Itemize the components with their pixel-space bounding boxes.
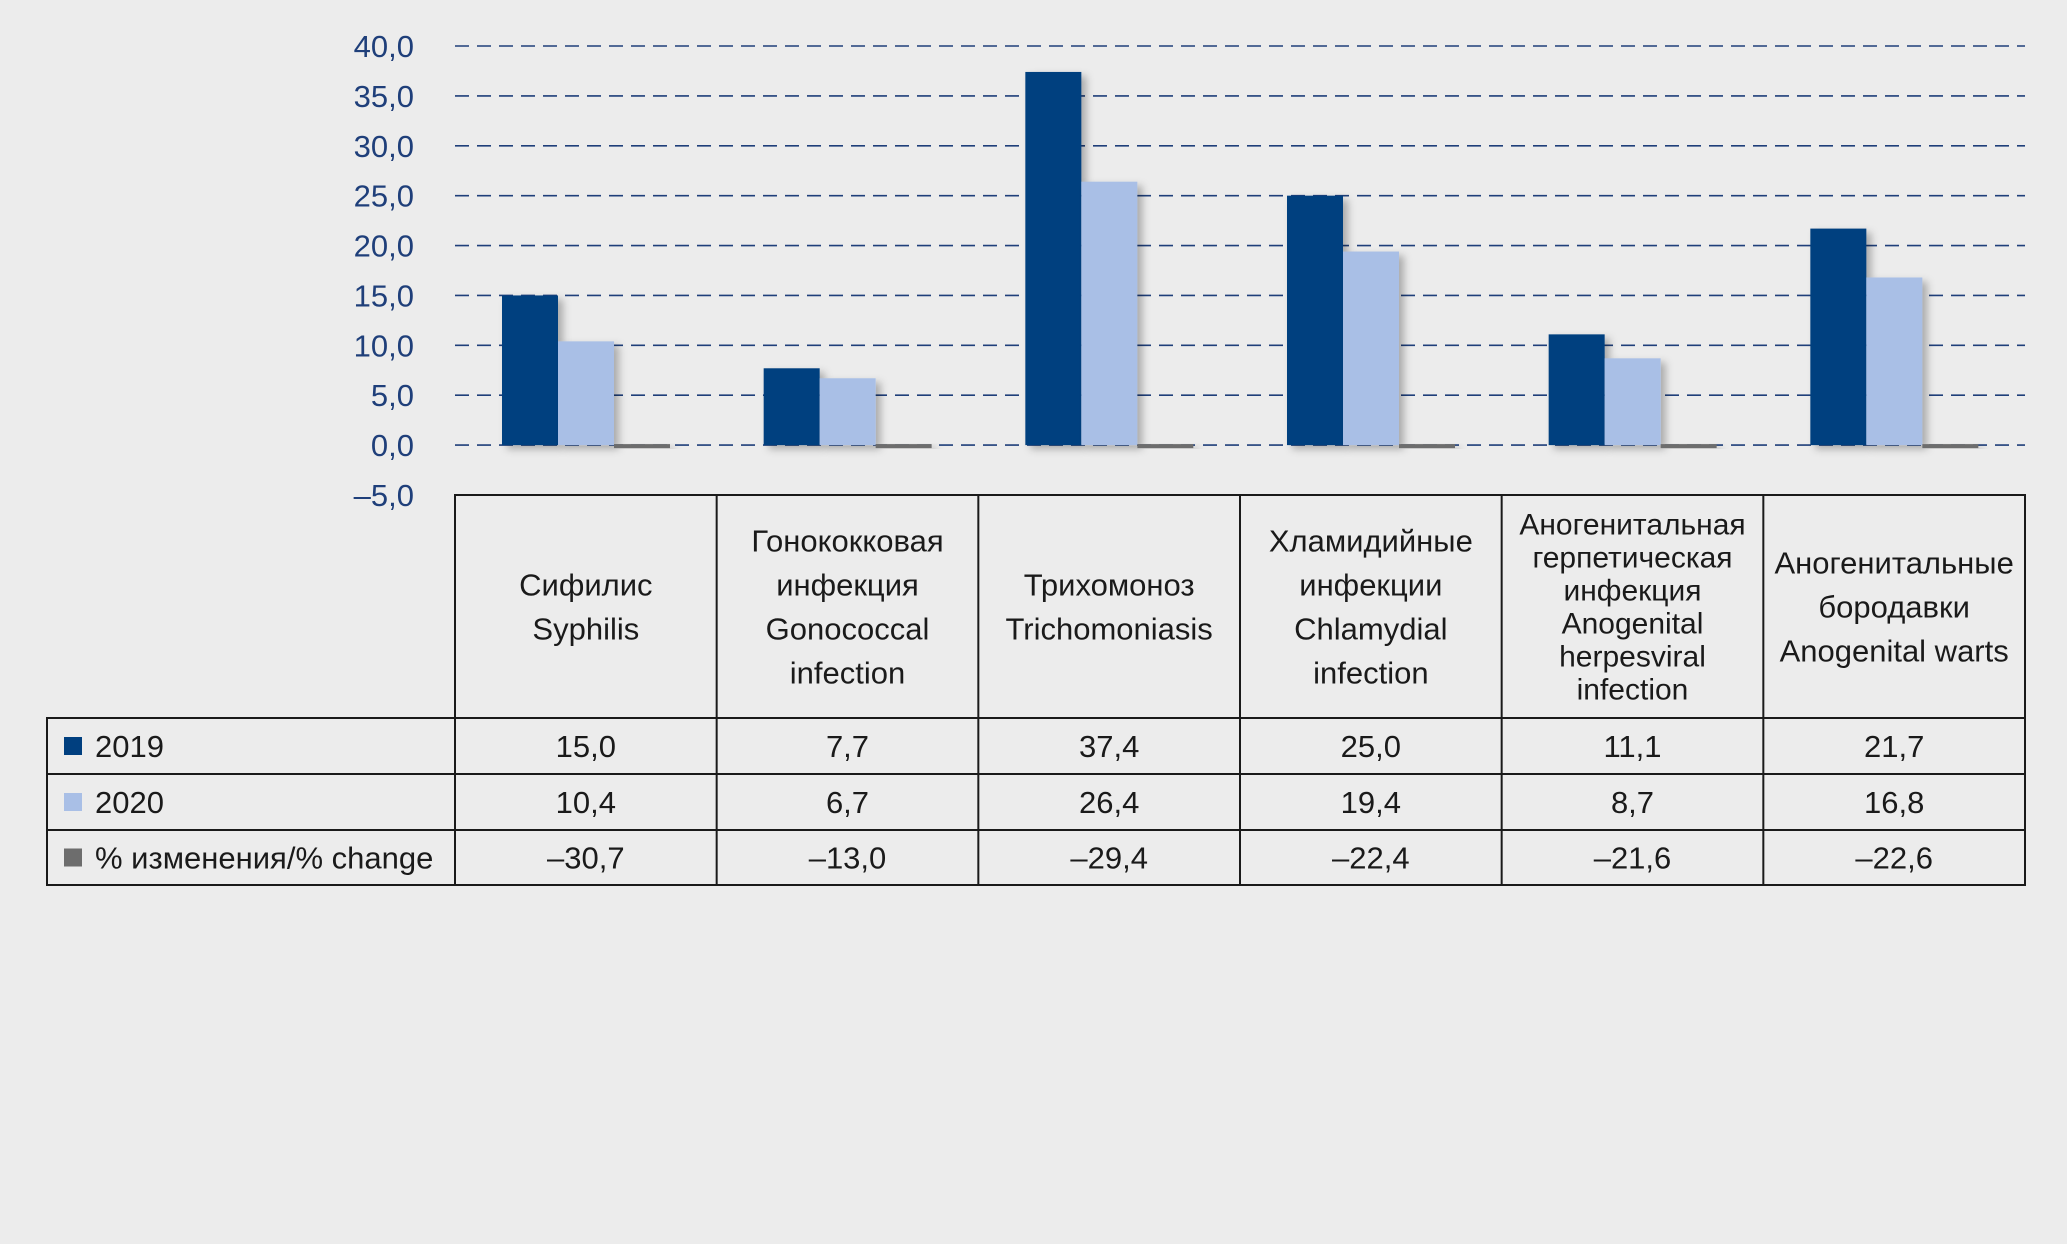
y-tick-label: 40,0 [354,29,414,64]
bar-change-5 [1922,444,1979,449]
category-label-line: infection [790,655,905,690]
category-label: Хламидийные инфекции Chlamydial infection [1269,523,1473,690]
bar-2020-5 [1866,277,1923,446]
category-label-line: инфекции [1299,567,1442,602]
table-cell-value: 26,4 [1079,785,1139,820]
table-cell-value: 7,7 [826,729,869,764]
bar-2019-0 [502,295,558,446]
category-label-line: Anogenital [1562,608,1704,641]
legend-swatch-2 [64,848,82,867]
category-label: Аногенитальные бородавки Anogenital warts [1775,545,2014,668]
table-cell-value: 8,7 [1611,785,1654,820]
category-label-line: Trichomoniasis [1006,611,1213,646]
legend-label: 2019 [95,729,164,764]
legend-swatch-1 [64,793,82,811]
category-label-line: Гонококковая [751,523,943,558]
table-cell-value: 37,4 [1079,729,1139,764]
bar-change-0 [614,444,670,449]
bar-2019-4 [1548,334,1605,446]
category-label-line: infection [1313,655,1428,690]
bar-2020-4 [1604,358,1661,446]
category-label-line: Аногенитальная [1519,509,1745,542]
bar-change-4 [1660,444,1717,449]
bar-change-1 [875,444,932,449]
gridlines [455,45,2025,446]
table-cell-value: –22,4 [1332,841,1410,876]
category-label-line: Chlamydial [1294,611,1447,646]
category-label-line: герпетическая [1532,542,1732,575]
category-label-line: инфекция [776,567,919,602]
bar-change-2 [1137,444,1194,449]
legend-label: 2020 [95,785,164,820]
data-table: Сифилис Syphilis Гонококковая инфекция Gonoc… [46,494,2026,886]
y-tick-label: 5,0 [371,378,414,413]
category-label-line: Сифилис [519,567,652,602]
category-label-line: infection [1577,674,1689,707]
legend-swatch-0 [64,737,82,755]
y-tick-label: 20,0 [354,229,414,264]
category-label-line: Syphilis [532,611,639,646]
bar-2020-0 [558,341,614,446]
y-tick-label: 10,0 [354,328,414,363]
bars [502,71,1979,449]
category-label: Сифилис Syphilis [519,567,652,646]
bar-2020-3 [1343,251,1399,446]
category-label: Трихомоноз Trichomoniasis [1006,567,1213,646]
category-label-line: herpesviral [1559,641,1706,674]
table-cell-value: 25,0 [1341,729,1401,764]
table-cell-value: –21,6 [1594,841,1672,876]
table-cell-value: 15,0 [556,729,616,764]
category-label-line: Хламидийные [1269,523,1473,558]
category-label-line: Gonococcal [766,611,930,646]
table-cell-value: 10,4 [556,785,616,820]
table-cell-value: –30,7 [547,841,625,876]
bar-2019-5 [1810,228,1867,446]
y-tick-label: 25,0 [354,179,414,214]
table-cell-value: 6,7 [826,785,869,820]
category-label-line: Аногенитальные [1775,545,2014,580]
category-label-line: Anogenital warts [1780,633,2009,668]
bar-2019-3 [1287,195,1343,446]
table-cell-value: –29,4 [1070,841,1148,876]
bar-change-3 [1399,444,1455,449]
y-tick-label: 35,0 [354,79,414,114]
y-tick-label: –5,0 [354,478,414,513]
category-label-line: инфекция [1563,575,1701,608]
bar-2019-1 [763,368,820,446]
table-cell-value: –22,6 [1855,841,1933,876]
category-label: Аногенитальная герпетическая инфекция Anoge… [1519,509,1745,707]
category-label-line: бородавки [1818,589,1969,624]
bar-2020-1 [819,378,876,446]
bar-2019-2 [1025,71,1082,446]
y-tick-label: 15,0 [354,278,414,313]
table-cell-value: 19,4 [1341,785,1401,820]
table-cell-value: –13,0 [809,841,887,876]
table-cell-value: 21,7 [1864,729,1924,764]
y-tick-label: 30,0 [354,129,414,164]
y-axis-ticks: 40,0 35,0 30,0 25,0 20,0 15,0 10,0 5,0 0,0 –5,0 [354,29,414,513]
table-body-border [46,717,2026,886]
legend-label: % изменения/% change [95,841,433,876]
table-cell-value: 16,8 [1864,785,1924,820]
category-label: Гонококковая инфекция Gonococcal infection [751,523,943,690]
category-label-line: Трихомоноз [1024,567,1195,602]
y-tick-label: 0,0 [371,428,414,463]
bar-2020-2 [1081,181,1138,446]
table-cell-value: 11,1 [1603,729,1661,764]
